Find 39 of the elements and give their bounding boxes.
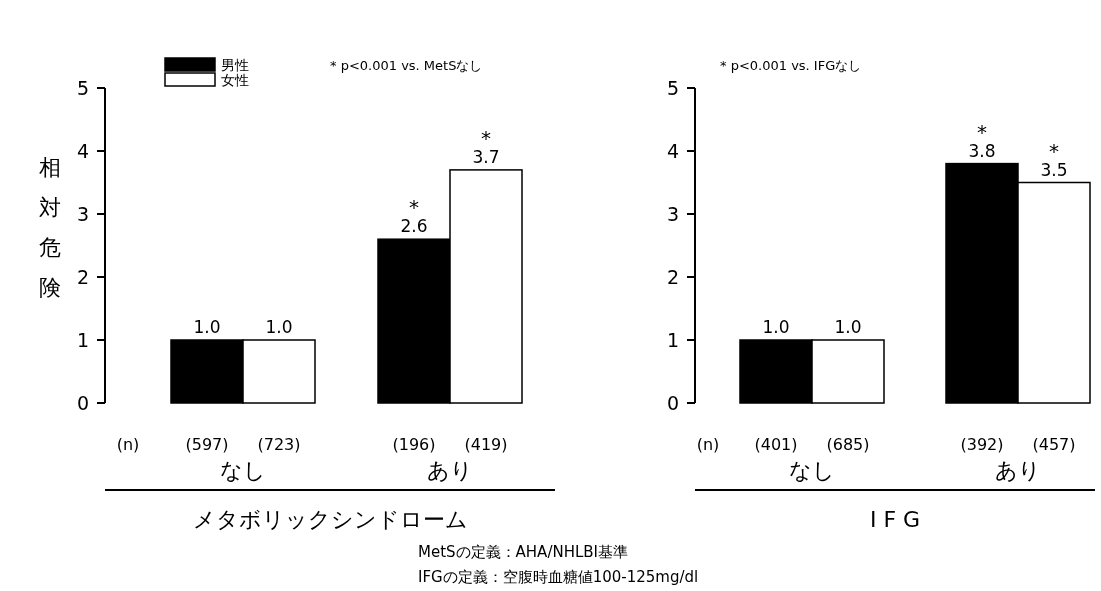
legend-label: 女性: [221, 72, 249, 88]
data-label: 1.0: [193, 317, 221, 337]
y-tick-label: 2: [666, 266, 679, 288]
text: (419): [464, 435, 508, 454]
y-tick-label: 2: [76, 266, 89, 288]
text: IFGの定義：空腹時血糖値100-125mg/dl: [418, 568, 699, 586]
text: (723): [257, 435, 301, 454]
y-tick-label: 1: [76, 329, 89, 351]
y-tick-label: 3: [76, 203, 89, 225]
data-label: 1.0: [265, 317, 293, 337]
y-tick-label: 0: [666, 392, 679, 414]
text: (196): [392, 435, 436, 454]
data-label: 1.0: [834, 317, 862, 337]
y-tick-label: 5: [666, 77, 679, 99]
y-tick-label: 5: [76, 77, 89, 99]
text: (n): [696, 435, 720, 454]
legend-label: 男性: [221, 57, 249, 73]
text: (n): [116, 435, 140, 454]
x-tick-label: あり: [427, 458, 473, 483]
text: MetSの定義：AHA/NHLBI基準: [418, 543, 628, 561]
text: * p<0.001 vs. IFGなし: [720, 58, 862, 73]
x-axis-title: I F G: [869, 507, 921, 532]
y-tick-label: 4: [76, 140, 89, 162]
x-tick-label: あり: [995, 458, 1041, 483]
x-tick-label: なし: [220, 458, 266, 483]
text: (457): [1032, 435, 1076, 454]
y-tick-label: 3: [666, 203, 679, 225]
text: (597): [185, 435, 229, 454]
x-tick-label: なし: [789, 458, 835, 483]
text: (685): [826, 435, 870, 454]
text: (392): [960, 435, 1004, 454]
y-tick-label: 0: [76, 392, 89, 414]
x-axis-title: メタボリックシンドローム: [192, 507, 468, 532]
y-tick-label: 4: [666, 140, 679, 162]
y-tick-label: 1: [666, 329, 679, 351]
text: * p<0.001 vs. MetSなし: [330, 58, 483, 73]
data-label: 1.0: [762, 317, 790, 337]
text: (401): [754, 435, 798, 454]
y-axis-title: 相対危険: [39, 155, 61, 300]
